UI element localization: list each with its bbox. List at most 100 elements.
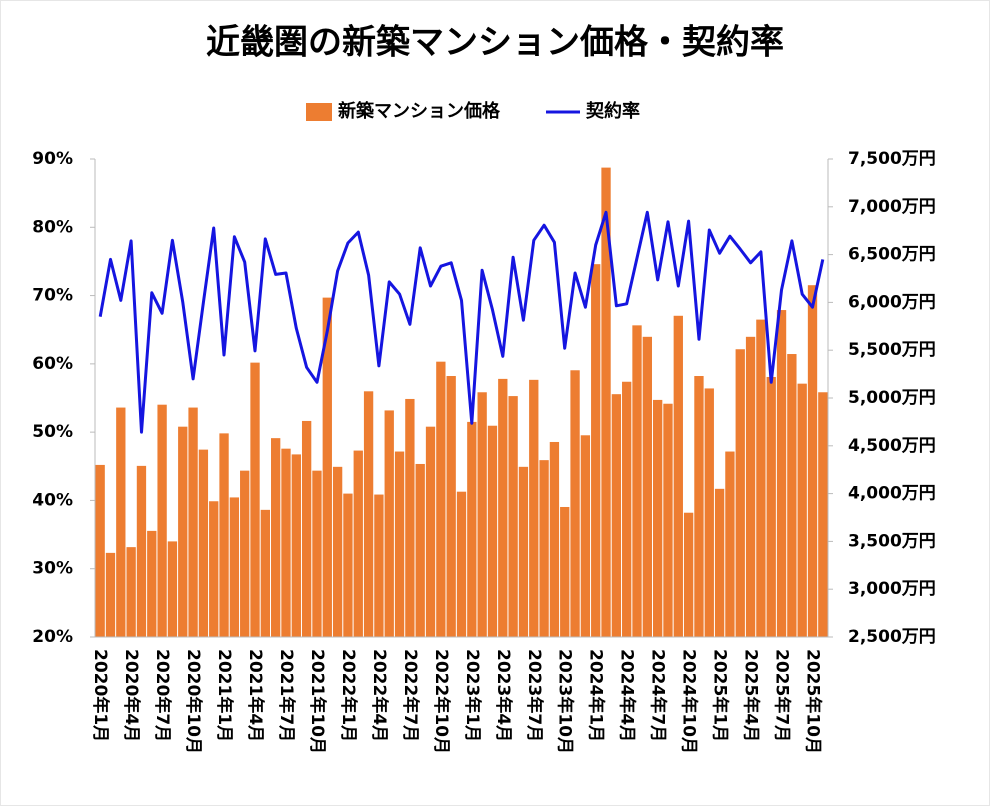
y2-tick-label: 7,000万円 [848, 197, 936, 217]
line [98, 210, 825, 434]
bar [549, 441, 560, 637]
bar [498, 378, 508, 637]
bar [807, 285, 818, 637]
bar [725, 451, 735, 637]
x-tick-label: 2023年10月 [555, 649, 576, 754]
y2-tick-label: 6,000万円 [848, 292, 936, 312]
bar [209, 501, 219, 637]
bar [776, 310, 787, 637]
bar [343, 493, 353, 637]
y2-tick-label: 5,000万円 [848, 388, 936, 408]
bar [291, 454, 301, 637]
y2-tick-label: 3,000万円 [848, 579, 936, 599]
bar [312, 470, 322, 637]
x-tick-label: 2020年1月 [90, 649, 111, 742]
bar [632, 325, 642, 637]
bar [529, 379, 539, 637]
bar [508, 396, 518, 637]
bar [147, 530, 157, 637]
x-tick-label: 2025年4月 [741, 649, 762, 742]
bar [116, 407, 126, 637]
y-tick-label: 50% [32, 422, 73, 442]
x-tick-label: 2024年7月 [648, 649, 669, 742]
bar [250, 362, 260, 637]
bar [415, 463, 425, 637]
x-tick-label: 2021年1月 [214, 649, 235, 742]
bar [322, 297, 332, 637]
bar [673, 315, 683, 637]
bar [219, 433, 229, 637]
x-tick-label: 2022年4月 [369, 649, 390, 742]
bar [663, 403, 673, 637]
y-tick-label: 90% [32, 149, 73, 169]
legend-label: 新築マンション価格 [338, 100, 501, 122]
bar [260, 509, 271, 637]
y-tick-label: 40% [32, 490, 73, 510]
legend-label: 契約率 [585, 100, 640, 122]
y2-tick-label: 6,500万円 [848, 245, 936, 265]
x-tick-label: 2022年7月 [400, 649, 421, 742]
bar [126, 547, 136, 637]
bar [178, 426, 188, 637]
x-tick-label: 2023年4月 [493, 649, 514, 742]
bar [394, 451, 405, 637]
bar [188, 407, 198, 637]
bar [787, 354, 797, 637]
bar [642, 336, 652, 637]
y2-tick-label: 4,500万円 [848, 436, 936, 456]
x-tick-label: 2020年4月 [121, 649, 142, 742]
bar [384, 410, 394, 637]
bar [240, 470, 250, 637]
y2-tick-label: 7,500万円 [848, 149, 936, 169]
bar [652, 399, 663, 637]
bar [714, 488, 725, 637]
bar [570, 370, 580, 637]
bar [456, 491, 467, 637]
bar [518, 466, 529, 637]
x-tick-label: 2021年4月 [245, 649, 266, 742]
bar [332, 466, 343, 637]
y-tick-label: 20% [32, 627, 73, 647]
bar [487, 425, 498, 637]
x-tick-label: 2022年1月 [338, 649, 359, 742]
bar [198, 449, 209, 637]
bar [436, 361, 446, 637]
bar [467, 421, 477, 637]
bar [745, 336, 756, 637]
x-tick-label: 2024年1月 [586, 649, 607, 742]
bar [281, 448, 291, 637]
bar [694, 376, 704, 637]
y2-tick-label: 3,500万円 [848, 531, 936, 551]
y-tick-label: 30% [32, 559, 73, 579]
bar [353, 450, 363, 637]
bar [683, 512, 694, 637]
y-tick-label: 80% [32, 217, 73, 237]
x-tick-label: 2024年4月 [617, 649, 638, 742]
bar [580, 435, 591, 637]
x-tick-label: 2020年10月 [183, 649, 204, 754]
x-tick-label: 2025年7月 [772, 649, 793, 742]
bar [756, 319, 766, 637]
y2-tick-label: 5,500万円 [848, 340, 936, 360]
bar [735, 349, 745, 637]
bar [95, 464, 105, 637]
x-tick-label: 2021年7月 [276, 649, 297, 742]
x-tick-label: 2023年7月 [524, 649, 545, 742]
bar [704, 388, 714, 637]
bar [271, 438, 281, 637]
x-tick-label: 2024年10月 [679, 649, 700, 754]
bar [818, 392, 828, 637]
bar [157, 404, 167, 637]
y-tick-label: 60% [32, 354, 73, 374]
chart-title: 近畿圏の新築マンション価格・契約率 [206, 23, 784, 63]
bar [446, 376, 456, 637]
bar [363, 391, 374, 637]
bar [611, 394, 622, 637]
bar [560, 506, 570, 637]
bar [766, 376, 776, 637]
y-tick-label: 70% [32, 286, 73, 306]
bar [477, 392, 487, 637]
x-tick-label: 2025年1月 [710, 649, 731, 742]
x-tick-label: 2021年10月 [307, 649, 328, 754]
